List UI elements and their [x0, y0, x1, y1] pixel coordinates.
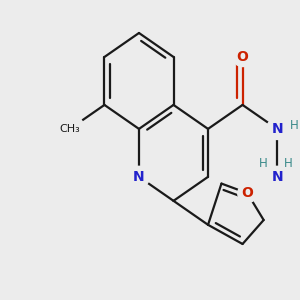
Circle shape [266, 118, 288, 140]
Text: O: O [237, 50, 248, 64]
Circle shape [128, 166, 149, 188]
Text: N: N [271, 122, 283, 136]
Text: O: O [242, 186, 253, 200]
Text: CH₃: CH₃ [59, 124, 80, 134]
Circle shape [56, 115, 84, 143]
Circle shape [233, 47, 252, 67]
Circle shape [266, 166, 288, 188]
Text: N: N [271, 170, 283, 184]
Text: H: H [284, 157, 293, 170]
Text: N: N [133, 170, 145, 184]
Text: H: H [259, 157, 268, 170]
Text: H: H [290, 118, 299, 132]
Circle shape [238, 184, 257, 203]
